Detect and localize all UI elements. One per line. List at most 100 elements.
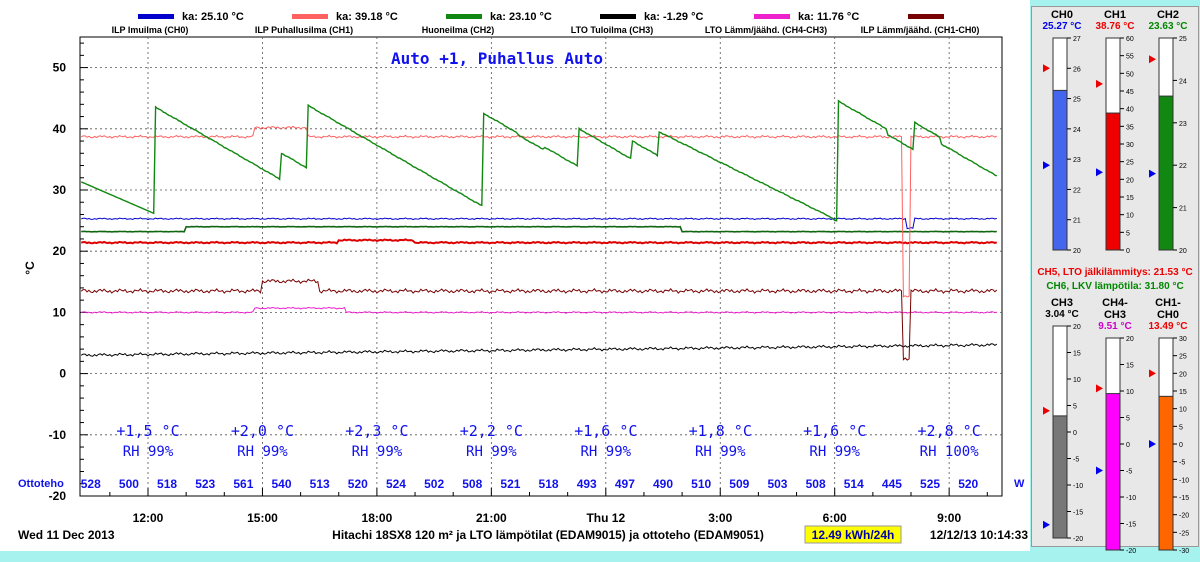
legend-label: ILP Puhallusilma (CH1) — [255, 25, 353, 35]
setpoint-low-marker — [1043, 520, 1050, 529]
footer-title: Hitachi 18SX8 120 m² ja LTO lämpötilat (… — [332, 528, 764, 542]
legend-swatch — [754, 14, 790, 19]
meter-title: CH1-CH0 — [1155, 297, 1181, 321]
gauge-tick-label: 45 — [1126, 89, 1134, 96]
gauge-tick-label: 24 — [1073, 127, 1081, 134]
ottoteho-value: 490 — [653, 477, 673, 491]
series-ch6 — [80, 99, 998, 222]
legend-swatch — [908, 14, 944, 19]
x-tick-label: Thu 12 — [586, 511, 625, 525]
y-tick-label: 30 — [53, 183, 67, 197]
series-ch5 — [80, 238, 998, 245]
ottoteho-value: 523 — [195, 477, 215, 491]
legend-label: ILP Lämm/jäähd. (CH1-CH0) — [861, 25, 980, 35]
series-ch0 — [81, 217, 997, 230]
gauge-tick-label: 0 — [1126, 442, 1130, 449]
energy-value: 12.49 kWh/24h — [812, 528, 895, 542]
gauge-fill — [1052, 415, 1068, 539]
meter-title: CH2 — [1156, 9, 1179, 21]
meter-value: 38.76 °C — [1095, 21, 1135, 32]
x-tick-label: 18:00 — [362, 511, 393, 525]
delta-label: +1,5 °C — [116, 422, 179, 440]
meter-title: CH1 — [1103, 9, 1126, 21]
gauge-tick-label: 20 — [1126, 336, 1134, 343]
meter-value: 25.27 °C — [1042, 21, 1082, 32]
series-ch3 — [80, 342, 998, 357]
meter-ch1-ch0: CH1-CH0 13.49 °C 30 25 20 15 10 5 0 -5 -10 -15 -20… — [1146, 297, 1190, 562]
setpoint-low-marker — [1149, 169, 1156, 178]
gauge-tick-label: -15 — [1073, 510, 1083, 517]
rh-label: RH 99% — [809, 444, 860, 460]
gauge-tick-label: 20 — [1179, 371, 1187, 378]
gauge-tick-label: 20 — [1126, 177, 1134, 184]
meter-ch2: CH2 23.63 °C 25 24 23 22 21 20 — [1146, 9, 1190, 262]
rh-label: RH 100% — [920, 444, 980, 460]
mode-text: Auto +1, Puhallus Auto — [391, 49, 603, 68]
gauge-tick-label: 20 — [1073, 248, 1081, 255]
y-axis-label: °C — [23, 261, 37, 275]
gauge-fill — [1105, 393, 1121, 551]
plot-frame — [79, 36, 1003, 497]
gauge-tick-label: -5 — [1126, 469, 1132, 476]
ottoteho-unit: W — [1014, 478, 1025, 490]
legend-swatch — [600, 14, 636, 19]
gauge-tick-label: 10 — [1126, 389, 1134, 396]
gauge-fill — [1158, 95, 1174, 251]
gauge-tick-label: 20 — [1179, 248, 1187, 255]
legend-swatch — [446, 14, 482, 19]
ottoteho-value: 520 — [958, 477, 978, 491]
gauge-fill — [1105, 112, 1121, 251]
ottoteho-value: 497 — [615, 477, 635, 491]
gauge-tick-label: 21 — [1179, 206, 1187, 213]
energy-box — [804, 525, 902, 544]
gauge-tick-label: 15 — [1179, 389, 1187, 396]
gauge-tick-label: 35 — [1126, 124, 1134, 131]
ottoteho-value: 509 — [729, 477, 749, 491]
ottoteho-value: 520 — [348, 477, 368, 491]
setpoint-high-marker — [1149, 369, 1156, 378]
ch6-readout: CH6, LKV lämpötila: 31.80 °C — [1046, 281, 1184, 292]
ottoteho-value: 514 — [844, 477, 864, 491]
gauge-tick-label: 24 — [1179, 78, 1187, 85]
ottoteho-label: Ottoteho — [18, 478, 64, 490]
gauge-tick-label: 0 — [1179, 442, 1183, 449]
ottoteho-value: 500 — [119, 477, 139, 491]
gauge: 25 24 23 22 21 20 — [1149, 36, 1187, 255]
ottoteho-value: 561 — [233, 477, 253, 491]
temperature-chart: -20 -10 0 10 20 30 40 50 °C 12:00 15:00 18:00 21:00 T… — [0, 0, 1030, 551]
meter-panel: CH0 25.27 °C 27 26 25 24 23 22 21 20 CH1 38.76 … — [1031, 6, 1199, 555]
legend-label: LTO Tuloilma (CH3) — [571, 25, 654, 35]
x-tick-label: 6:00 — [823, 511, 847, 525]
gauge-tick-label: -10 — [1179, 477, 1189, 484]
setpoint-low-marker — [1149, 440, 1156, 448]
gauge-tick-label: 10 — [1073, 377, 1081, 384]
ottoteho-value: 540 — [272, 477, 292, 491]
meter-title: CH0 — [1050, 9, 1073, 21]
x-tick-label: 15:00 — [247, 511, 278, 525]
gauge-tick-label: -10 — [1073, 483, 1083, 490]
legend-average: ka: 25.10 °C — [182, 11, 244, 23]
series-ch1 — [80, 125, 998, 298]
gauge: 30 25 20 15 10 5 0 -5 -10 -15 -20 -25 -30 — [1149, 336, 1189, 555]
y-tick-label: 40 — [53, 122, 67, 136]
series-ch2 — [81, 225, 997, 233]
ottoteho-value: 518 — [157, 477, 177, 491]
gauge-tick-label: -15 — [1179, 495, 1189, 502]
gauge-tick-label: 55 — [1126, 54, 1134, 61]
gauge-tick-label: 25 — [1126, 160, 1134, 167]
gauge: 27 26 25 24 23 22 21 20 — [1043, 36, 1081, 255]
y-tick-label: -20 — [49, 489, 67, 503]
date-label: Wed 11 Dec 2013 — [18, 528, 115, 542]
setpoint-high-marker — [1043, 64, 1050, 73]
gauge-tick-label: 26 — [1073, 66, 1081, 73]
gauge-fill — [1052, 89, 1068, 251]
gauge-tick-label: -15 — [1126, 522, 1136, 529]
delta-label: +1,6 °C — [803, 422, 866, 440]
rh-label: RH 99% — [237, 444, 288, 460]
legend-label: LTO Lämm/jäähd. (CH4-CH3) — [705, 25, 827, 35]
setpoint-low-marker — [1096, 168, 1103, 177]
delta-label: +2,0 °C — [231, 422, 294, 440]
gauge-tick-label: 25 — [1073, 97, 1081, 104]
setpoint-high-marker — [1096, 384, 1103, 393]
meter-value: 9.51 °C — [1098, 321, 1132, 332]
